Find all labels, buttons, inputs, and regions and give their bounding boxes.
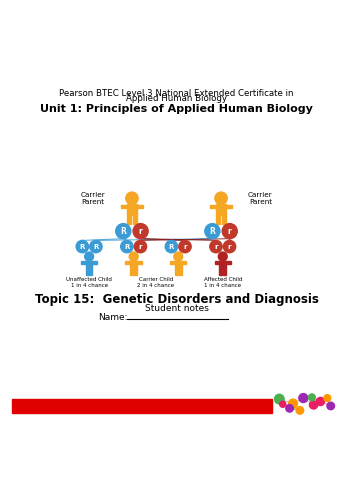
FancyBboxPatch shape: [216, 204, 226, 215]
FancyBboxPatch shape: [179, 269, 181, 276]
Text: Topic 15:  Genetic Disorders and Diagnosis: Topic 15: Genetic Disorders and Diagnosi…: [35, 293, 318, 306]
Text: R: R: [169, 244, 174, 250]
FancyBboxPatch shape: [92, 262, 97, 264]
Text: R: R: [124, 244, 130, 250]
FancyBboxPatch shape: [86, 269, 89, 276]
FancyBboxPatch shape: [130, 261, 137, 269]
Circle shape: [218, 252, 227, 261]
FancyBboxPatch shape: [90, 269, 92, 276]
Circle shape: [90, 240, 102, 252]
Circle shape: [286, 404, 293, 412]
Circle shape: [324, 394, 331, 402]
Circle shape: [222, 224, 237, 238]
Circle shape: [129, 252, 138, 261]
Circle shape: [134, 240, 146, 252]
FancyBboxPatch shape: [222, 215, 226, 224]
FancyBboxPatch shape: [120, 205, 127, 208]
Text: Affected Child
1 in 4 chance: Affected Child 1 in 4 chance: [204, 277, 242, 288]
Circle shape: [121, 240, 133, 252]
FancyBboxPatch shape: [81, 262, 86, 264]
FancyBboxPatch shape: [210, 205, 216, 208]
FancyBboxPatch shape: [133, 215, 137, 224]
Text: R: R: [80, 244, 85, 250]
FancyBboxPatch shape: [134, 269, 137, 276]
Text: Applied Human Biology: Applied Human Biology: [126, 94, 227, 103]
Text: r: r: [214, 244, 218, 250]
FancyBboxPatch shape: [226, 262, 231, 264]
Circle shape: [275, 394, 284, 404]
FancyBboxPatch shape: [216, 215, 220, 224]
FancyBboxPatch shape: [170, 262, 175, 264]
Text: Carrier
Parent: Carrier Parent: [248, 192, 273, 205]
Text: r: r: [228, 244, 231, 250]
FancyBboxPatch shape: [175, 269, 178, 276]
Text: Pearson BTEC Level 3 National Extended Certificate in: Pearson BTEC Level 3 National Extended C…: [59, 88, 294, 98]
FancyBboxPatch shape: [175, 261, 181, 269]
Circle shape: [223, 240, 236, 252]
FancyBboxPatch shape: [220, 269, 222, 276]
Circle shape: [327, 402, 335, 409]
Circle shape: [85, 252, 94, 261]
Text: R: R: [209, 226, 215, 235]
FancyBboxPatch shape: [181, 262, 186, 264]
Circle shape: [179, 240, 191, 252]
Circle shape: [288, 399, 298, 408]
FancyBboxPatch shape: [226, 205, 233, 208]
Text: R: R: [120, 226, 126, 235]
FancyBboxPatch shape: [215, 262, 220, 264]
Text: Carrier
Parent: Carrier Parent: [80, 192, 105, 205]
Circle shape: [309, 394, 315, 401]
Circle shape: [215, 192, 227, 204]
Circle shape: [126, 192, 138, 204]
FancyBboxPatch shape: [12, 399, 273, 413]
Circle shape: [310, 401, 318, 409]
FancyBboxPatch shape: [137, 205, 143, 208]
Circle shape: [174, 252, 183, 261]
Text: Student notes: Student notes: [145, 304, 208, 314]
FancyBboxPatch shape: [86, 261, 92, 269]
Text: r: r: [139, 244, 142, 250]
Circle shape: [296, 406, 304, 414]
Text: Unaffected Child
1 in 4 chance: Unaffected Child 1 in 4 chance: [66, 277, 112, 288]
Circle shape: [210, 240, 222, 252]
Text: r: r: [228, 226, 232, 235]
FancyBboxPatch shape: [130, 269, 133, 276]
Circle shape: [76, 240, 89, 252]
Circle shape: [133, 224, 148, 238]
Text: R: R: [93, 244, 98, 250]
FancyBboxPatch shape: [137, 262, 142, 264]
Text: Unit 1: Principles of Applied Human Biology: Unit 1: Principles of Applied Human Biol…: [40, 104, 313, 114]
Text: Carrier Child
2 in 4 chance: Carrier Child 2 in 4 chance: [137, 277, 174, 288]
Text: r: r: [139, 226, 143, 235]
Text: Name:: Name:: [98, 314, 127, 322]
FancyBboxPatch shape: [127, 215, 131, 224]
Circle shape: [299, 394, 308, 402]
Circle shape: [205, 224, 220, 238]
Text: r: r: [183, 244, 187, 250]
FancyBboxPatch shape: [125, 262, 130, 264]
Circle shape: [116, 224, 131, 238]
FancyBboxPatch shape: [127, 204, 137, 215]
Circle shape: [165, 240, 178, 252]
Circle shape: [280, 401, 286, 407]
Circle shape: [316, 398, 324, 406]
FancyBboxPatch shape: [220, 261, 226, 269]
FancyBboxPatch shape: [223, 269, 226, 276]
